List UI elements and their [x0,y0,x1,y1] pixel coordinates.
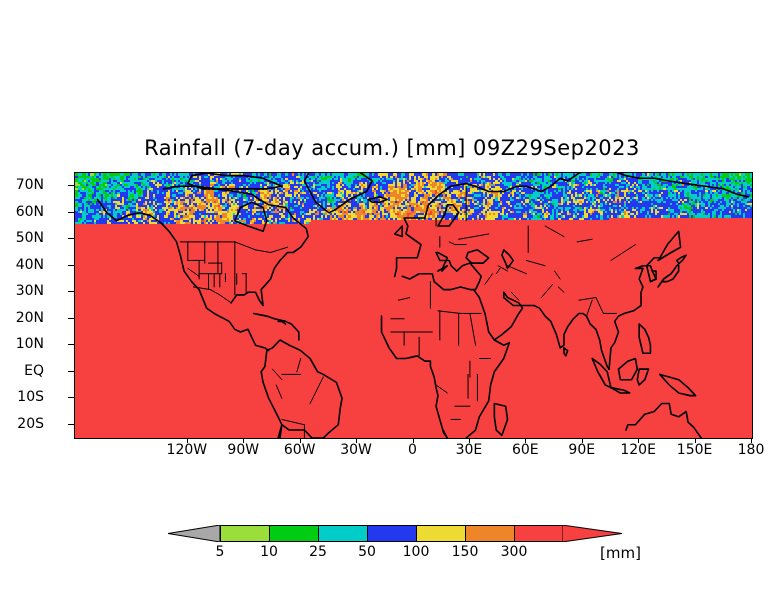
y-tick-mark [68,238,74,240]
colorbar-bands [220,525,563,542]
y-tick-mark [68,317,74,319]
x-tick-mark [638,438,640,443]
x-tick-mark [186,438,188,443]
x-tick-label: 30E [455,442,483,458]
colorbar-band [514,525,563,542]
colorbar-band [465,525,514,542]
x-tick-mark [243,438,245,443]
colorbar-tick-label: 10 [260,544,278,560]
x-tick-mark [581,438,583,443]
x-tick-mark [694,438,696,443]
x-tick-label: 90E [568,442,596,458]
y-tick-mark [68,211,74,213]
x-tick-mark [412,438,414,443]
colorbar-band [367,525,416,542]
x-tick-mark [468,438,470,443]
y-tick-label: 60N [15,203,44,220]
page-title: Rainfall (7-day accum.) [mm] 09Z29Sep202… [144,136,640,160]
y-tick-label: 30N [15,283,44,300]
colorbar-band [318,525,367,542]
x-tick-label: 60W [283,442,316,458]
colorbar-units-label: [mm] [600,544,641,562]
colorbar-tick-label: 50 [358,544,376,560]
colorbar-tick-label: 150 [451,544,479,560]
x-tick-mark [751,438,752,443]
y-tick-label: 20N [15,309,44,326]
colorbar-tick-label: 300 [500,544,528,560]
y-tick-label: 10S [17,389,44,406]
y-tick-label: 70N [15,177,44,194]
colorbar[interactable]: 5 10 25 50 100 150 300 [mm] [0,520,784,580]
y-tick-mark [68,185,74,187]
x-tick-mark [299,438,301,443]
colorbar-band [416,525,465,542]
colorbar-under-arrow-icon [168,525,220,542]
x-tick-label: 0 [408,442,417,458]
y-tick-label: EQ [24,362,44,379]
y-tick-mark [68,397,74,399]
colorbar-band [220,525,269,542]
x-tick-mark [525,438,527,443]
colorbar-tick-label: 25 [309,544,327,560]
y-tick-mark [68,264,74,266]
rainfall-heatmap-canvas [75,173,752,438]
x-tick-label: 120W [166,442,208,458]
y-tick-label: 40N [15,256,44,273]
x-tick-label: 60E [511,442,539,458]
map-plot-area[interactable] [74,172,753,439]
y-tick-label: 10N [15,336,44,353]
colorbar-tick-label: 5 [215,544,225,560]
y-tick-mark [68,423,74,425]
x-tick-label: 120E [620,442,656,458]
y-tick-label: 20S [17,415,44,432]
y-tick-mark [68,344,74,346]
colorbar-tick-label: 100 [402,544,430,560]
y-tick-label: 50N [15,230,44,247]
x-tick-label: 30W [340,442,372,458]
y-tick-mark [68,370,74,372]
x-tick-label: 90W [227,442,260,458]
x-tick-label: 180 [737,442,765,458]
x-tick-mark [356,438,358,443]
y-tick-mark [68,291,74,293]
colorbar-over-arrow-icon [562,525,622,542]
x-tick-label: 150E [676,442,713,458]
colorbar-band [269,525,318,542]
